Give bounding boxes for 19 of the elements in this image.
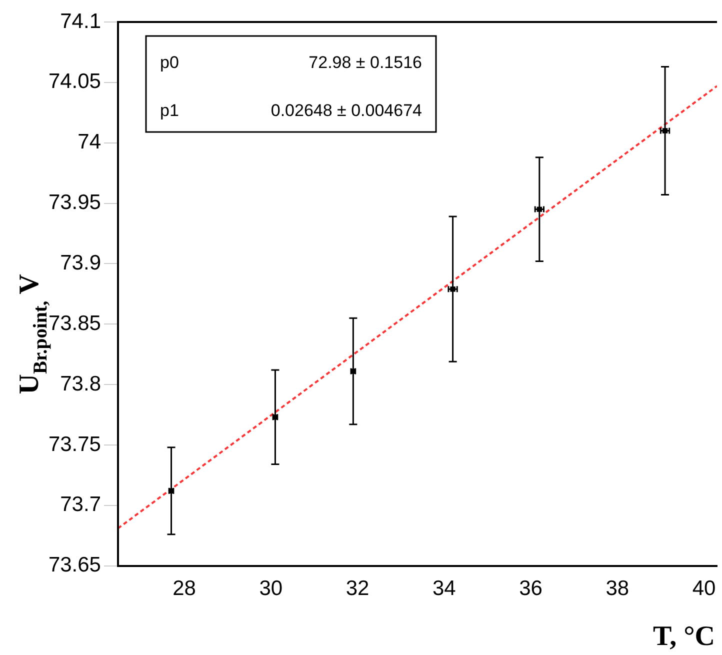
y-tick-label: 73.65 — [48, 554, 101, 577]
x-tick-label: 38 — [606, 577, 630, 600]
x-tick-label: 32 — [346, 577, 370, 600]
y-tick-label: 74 — [78, 130, 102, 154]
y-tick-label: 73.9 — [60, 251, 101, 274]
x-tick-label: 40 — [692, 577, 716, 600]
y-tick-label: 74.05 — [48, 70, 101, 94]
text: p1 0.02648 ± 0.004674 — [160, 101, 422, 120]
y-tick-label: 73.75 — [48, 432, 101, 456]
x-tick-label: 28 — [172, 577, 196, 600]
y-tick-label: 74.1 — [60, 10, 101, 33]
y-tick-label: 73.95 — [48, 191, 101, 214]
x-tick-label: 34 — [432, 577, 456, 600]
y-tick-label: 73.8 — [60, 372, 101, 396]
x-tick-label: 30 — [259, 577, 283, 600]
x-tick-label: 36 — [519, 577, 542, 600]
y-tick-label: 73.7 — [60, 493, 101, 516]
text: p0 72.98 ± 0.1516 — [160, 53, 422, 72]
x-axis-title: T, °C — [652, 621, 715, 652]
